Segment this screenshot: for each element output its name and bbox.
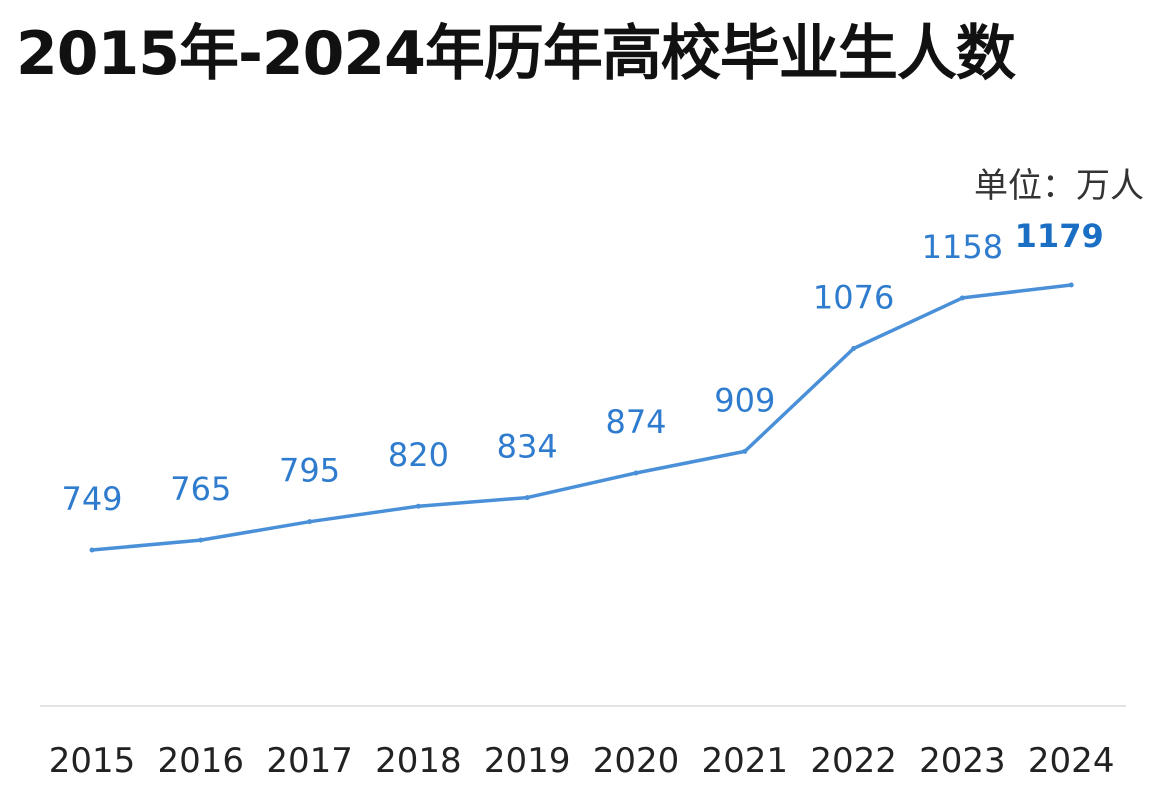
data-point-2017 bbox=[307, 519, 313, 525]
chart-title: 2015年-2024年历年高校毕业生人数 bbox=[16, 19, 1016, 89]
data-point-2019 bbox=[524, 495, 530, 501]
data-point-2022 bbox=[851, 345, 857, 351]
data-point-2016 bbox=[198, 537, 204, 543]
data-label-2022: 1076 bbox=[813, 278, 894, 316]
x-tick-label-2022: 2022 bbox=[810, 741, 897, 781]
data-labels: 749 765 795 820 834 874 909 1076 1158 1179 bbox=[61, 217, 1103, 518]
x-tick-label-2016: 2016 bbox=[158, 741, 245, 781]
x-tick-label-2018: 2018 bbox=[375, 741, 462, 781]
x-tick-label-2015: 2015 bbox=[49, 741, 136, 781]
x-axis-tick-labels: 2015 2016 2017 2018 2019 2020 2021 2022 2023 2024 bbox=[49, 741, 1115, 781]
data-point-2015 bbox=[89, 547, 95, 553]
data-label-2017: 795 bbox=[279, 452, 340, 490]
data-point-2020 bbox=[633, 470, 639, 476]
data-label-2015: 749 bbox=[61, 480, 122, 518]
data-label-2021: 909 bbox=[714, 381, 775, 419]
data-label-2024: 1179 bbox=[1015, 217, 1104, 255]
data-label-2019: 834 bbox=[497, 428, 558, 466]
x-tick-label-2020: 2020 bbox=[593, 741, 680, 781]
x-tick-label-2023: 2023 bbox=[919, 741, 1006, 781]
data-points bbox=[89, 282, 1074, 553]
data-label-2016: 765 bbox=[170, 470, 231, 508]
data-point-2024 bbox=[1068, 282, 1074, 288]
unit-label: 单位：万人 bbox=[974, 166, 1144, 206]
data-point-2021 bbox=[742, 448, 748, 454]
x-tick-label-2024: 2024 bbox=[1028, 741, 1115, 781]
drop-lines bbox=[90, 285, 1073, 706]
data-label-2023: 1158 bbox=[922, 228, 1003, 266]
data-label-2020: 874 bbox=[605, 403, 666, 441]
x-tick-label-2019: 2019 bbox=[484, 741, 571, 781]
data-point-2018 bbox=[415, 503, 421, 509]
series-line bbox=[90, 283, 1073, 552]
x-tick-label-2021: 2021 bbox=[702, 741, 789, 781]
data-label-2018: 820 bbox=[388, 436, 449, 474]
x-tick-label-2017: 2017 bbox=[266, 741, 353, 781]
data-point-2023 bbox=[959, 295, 965, 301]
